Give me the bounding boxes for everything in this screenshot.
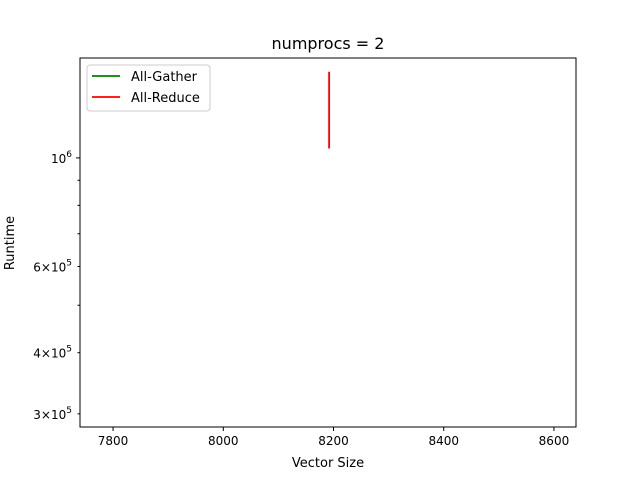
- y-major-tick-label: 106: [51, 150, 72, 166]
- legend-label-1: All-Reduce: [131, 91, 200, 106]
- y-minor-tick-label: 3×105: [33, 406, 72, 422]
- tick-exponent: 6: [66, 150, 72, 160]
- x-tick-label: 8000: [208, 434, 239, 448]
- tick-exponent: 5: [66, 406, 72, 416]
- y-minor-tick-label: 6×105: [33, 259, 72, 275]
- tick-times: ×: [41, 261, 51, 275]
- tick-base: 10: [51, 408, 66, 422]
- y-minor-tick-label: 4×105: [33, 345, 72, 361]
- tick-times: ×: [41, 347, 51, 361]
- chart-title: numprocs = 2: [272, 34, 385, 53]
- tick-base: 10: [51, 347, 66, 361]
- tick-exponent: 5: [66, 259, 72, 269]
- y-axis-label: Runtime: [3, 216, 18, 270]
- x-tick-label: 8200: [318, 434, 349, 448]
- axes-frame: [79, 57, 577, 428]
- x-tick-label: 7800: [98, 434, 129, 448]
- legend: All-Gather All-Reduce: [86, 64, 211, 112]
- tick-base: 10: [51, 261, 66, 275]
- tick-times: ×: [41, 408, 51, 422]
- plot-area: [80, 58, 576, 427]
- tick-mantissa: 4: [33, 347, 41, 361]
- tick-mantissa: 3: [33, 408, 41, 422]
- x-axis-label: Vector Size: [292, 456, 364, 471]
- tick-mantissa: 6: [33, 261, 41, 275]
- legend-label-0: All-Gather: [131, 70, 198, 85]
- tick-base: 10: [51, 152, 66, 166]
- x-axis-ticks: 7800 8000 8200 8400 8600: [98, 427, 569, 448]
- x-tick-label: 8400: [428, 434, 459, 448]
- axes-spines: [79, 57, 577, 428]
- x-tick-label: 8600: [539, 434, 570, 448]
- tick-exponent: 5: [66, 345, 72, 355]
